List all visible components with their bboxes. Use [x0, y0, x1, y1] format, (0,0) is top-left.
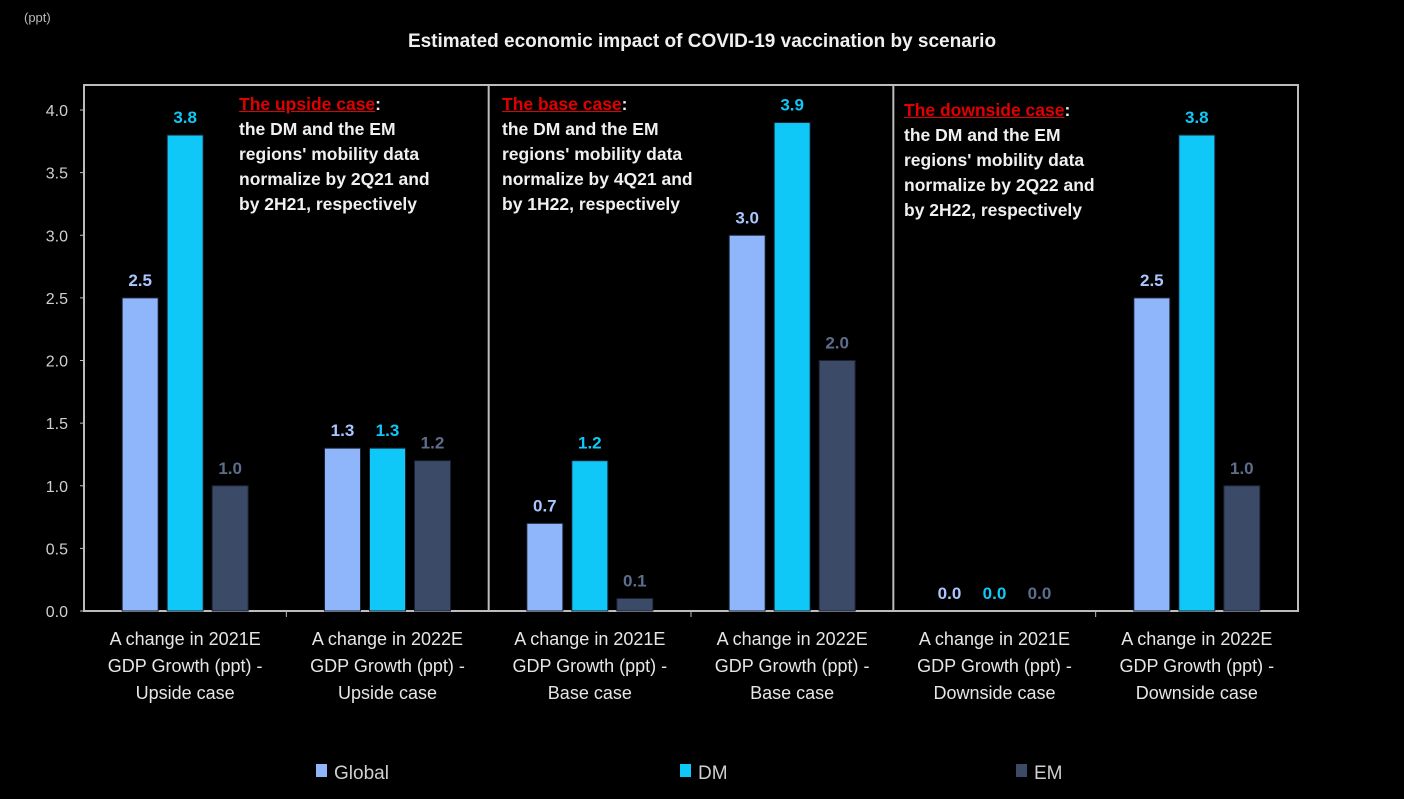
bar-dm [571, 460, 609, 612]
legend-label-dm: DM [698, 763, 728, 784]
legend-swatch-dm [680, 764, 691, 777]
y-tick-label: 3.0 [46, 228, 68, 245]
y-tick-label: 2.5 [46, 291, 68, 308]
x-tick-label: Base case [548, 683, 632, 703]
data-label: 1.3 [376, 421, 400, 440]
y-tick-label: 0.5 [46, 541, 68, 558]
data-label: 3.9 [780, 96, 804, 115]
data-label: 1.0 [218, 459, 242, 478]
x-tick-label: GDP Growth (ppt) - [310, 656, 465, 676]
annotation-upside: The upside case: the DM and the EM regio… [239, 94, 430, 214]
data-label: 1.0 [1230, 459, 1254, 478]
bar-global [1133, 297, 1171, 612]
legend-swatch-global [316, 764, 327, 777]
data-label: 2.0 [825, 334, 849, 353]
x-tick-label: Downside case [933, 683, 1055, 703]
y-tick-label: 3.5 [46, 166, 68, 183]
data-label: 0.7 [533, 496, 557, 515]
y-tick-label: 1.0 [46, 479, 68, 496]
annotation-highlight: The downside case [904, 100, 1065, 120]
y-tick-label: 2.0 [46, 354, 68, 371]
x-tick-label: A change in 2021E [110, 629, 261, 649]
bar-global [324, 447, 361, 612]
bar-dm [1178, 134, 1216, 612]
bar-em [616, 597, 654, 612]
bar-em [414, 460, 451, 612]
bar-global [121, 297, 159, 612]
legend-label-em: EM [1034, 763, 1063, 784]
data-label: 2.5 [1140, 271, 1164, 290]
x-tick-label: Upside case [136, 683, 235, 703]
x-tick-label: Upside case [338, 683, 437, 703]
x-tick-label: A change in 2022E [1121, 629, 1272, 649]
data-label: 0.1 [623, 571, 647, 590]
x-tick-label: GDP Growth (ppt) - [715, 656, 870, 676]
x-tick-label: A change in 2022E [717, 629, 868, 649]
annotation-highlight: The upside case [239, 94, 376, 114]
x-tick-label: A change in 2021E [919, 629, 1070, 649]
legend-label-global: Global [334, 763, 389, 784]
y-tick-label: 1.5 [46, 416, 68, 433]
data-label: 0.0 [983, 584, 1007, 603]
data-label: 1.2 [578, 434, 602, 453]
x-tick-label: A change in 2021E [514, 629, 665, 649]
x-tick-label: GDP Growth (ppt) - [1119, 656, 1274, 676]
bar-dm [773, 122, 811, 612]
annotation-downside: The downside case: the DM and the EM reg… [904, 100, 1095, 220]
chart-title: Estimated economic impact of COVID-19 va… [408, 31, 996, 52]
y-axis-unit: (ppt) [24, 10, 51, 25]
bar-global [728, 234, 766, 612]
bar-dm [369, 447, 406, 612]
bar-dm [166, 134, 204, 612]
annotation-highlight: The base case [502, 94, 622, 114]
y-tick-label: 4.0 [46, 103, 68, 120]
bar-em [1223, 485, 1261, 612]
x-tick-label: GDP Growth (ppt) - [108, 656, 263, 676]
data-label: 0.0 [938, 584, 962, 603]
data-label: 1.3 [331, 421, 355, 440]
data-label: 2.5 [128, 271, 152, 290]
x-tick-label: Base case [750, 683, 834, 703]
annotation-base: The base case: the DM and the EM regions… [502, 94, 693, 214]
x-tick-label: Downside case [1136, 683, 1258, 703]
x-tick-label: GDP Growth (ppt) - [512, 656, 667, 676]
data-label: 1.2 [421, 434, 445, 453]
legend-swatch-em [1016, 764, 1027, 777]
data-label: 3.8 [1185, 108, 1209, 127]
bar-em [818, 360, 856, 612]
data-label: 3.0 [735, 208, 759, 227]
data-label: 0.0 [1028, 584, 1052, 603]
x-tick-label: GDP Growth (ppt) - [917, 656, 1072, 676]
y-tick-label: 0.0 [46, 604, 68, 621]
bar-global [526, 522, 564, 612]
bar-em [211, 485, 249, 612]
data-label: 3.8 [173, 108, 197, 127]
x-tick-label: A change in 2022E [312, 629, 463, 649]
